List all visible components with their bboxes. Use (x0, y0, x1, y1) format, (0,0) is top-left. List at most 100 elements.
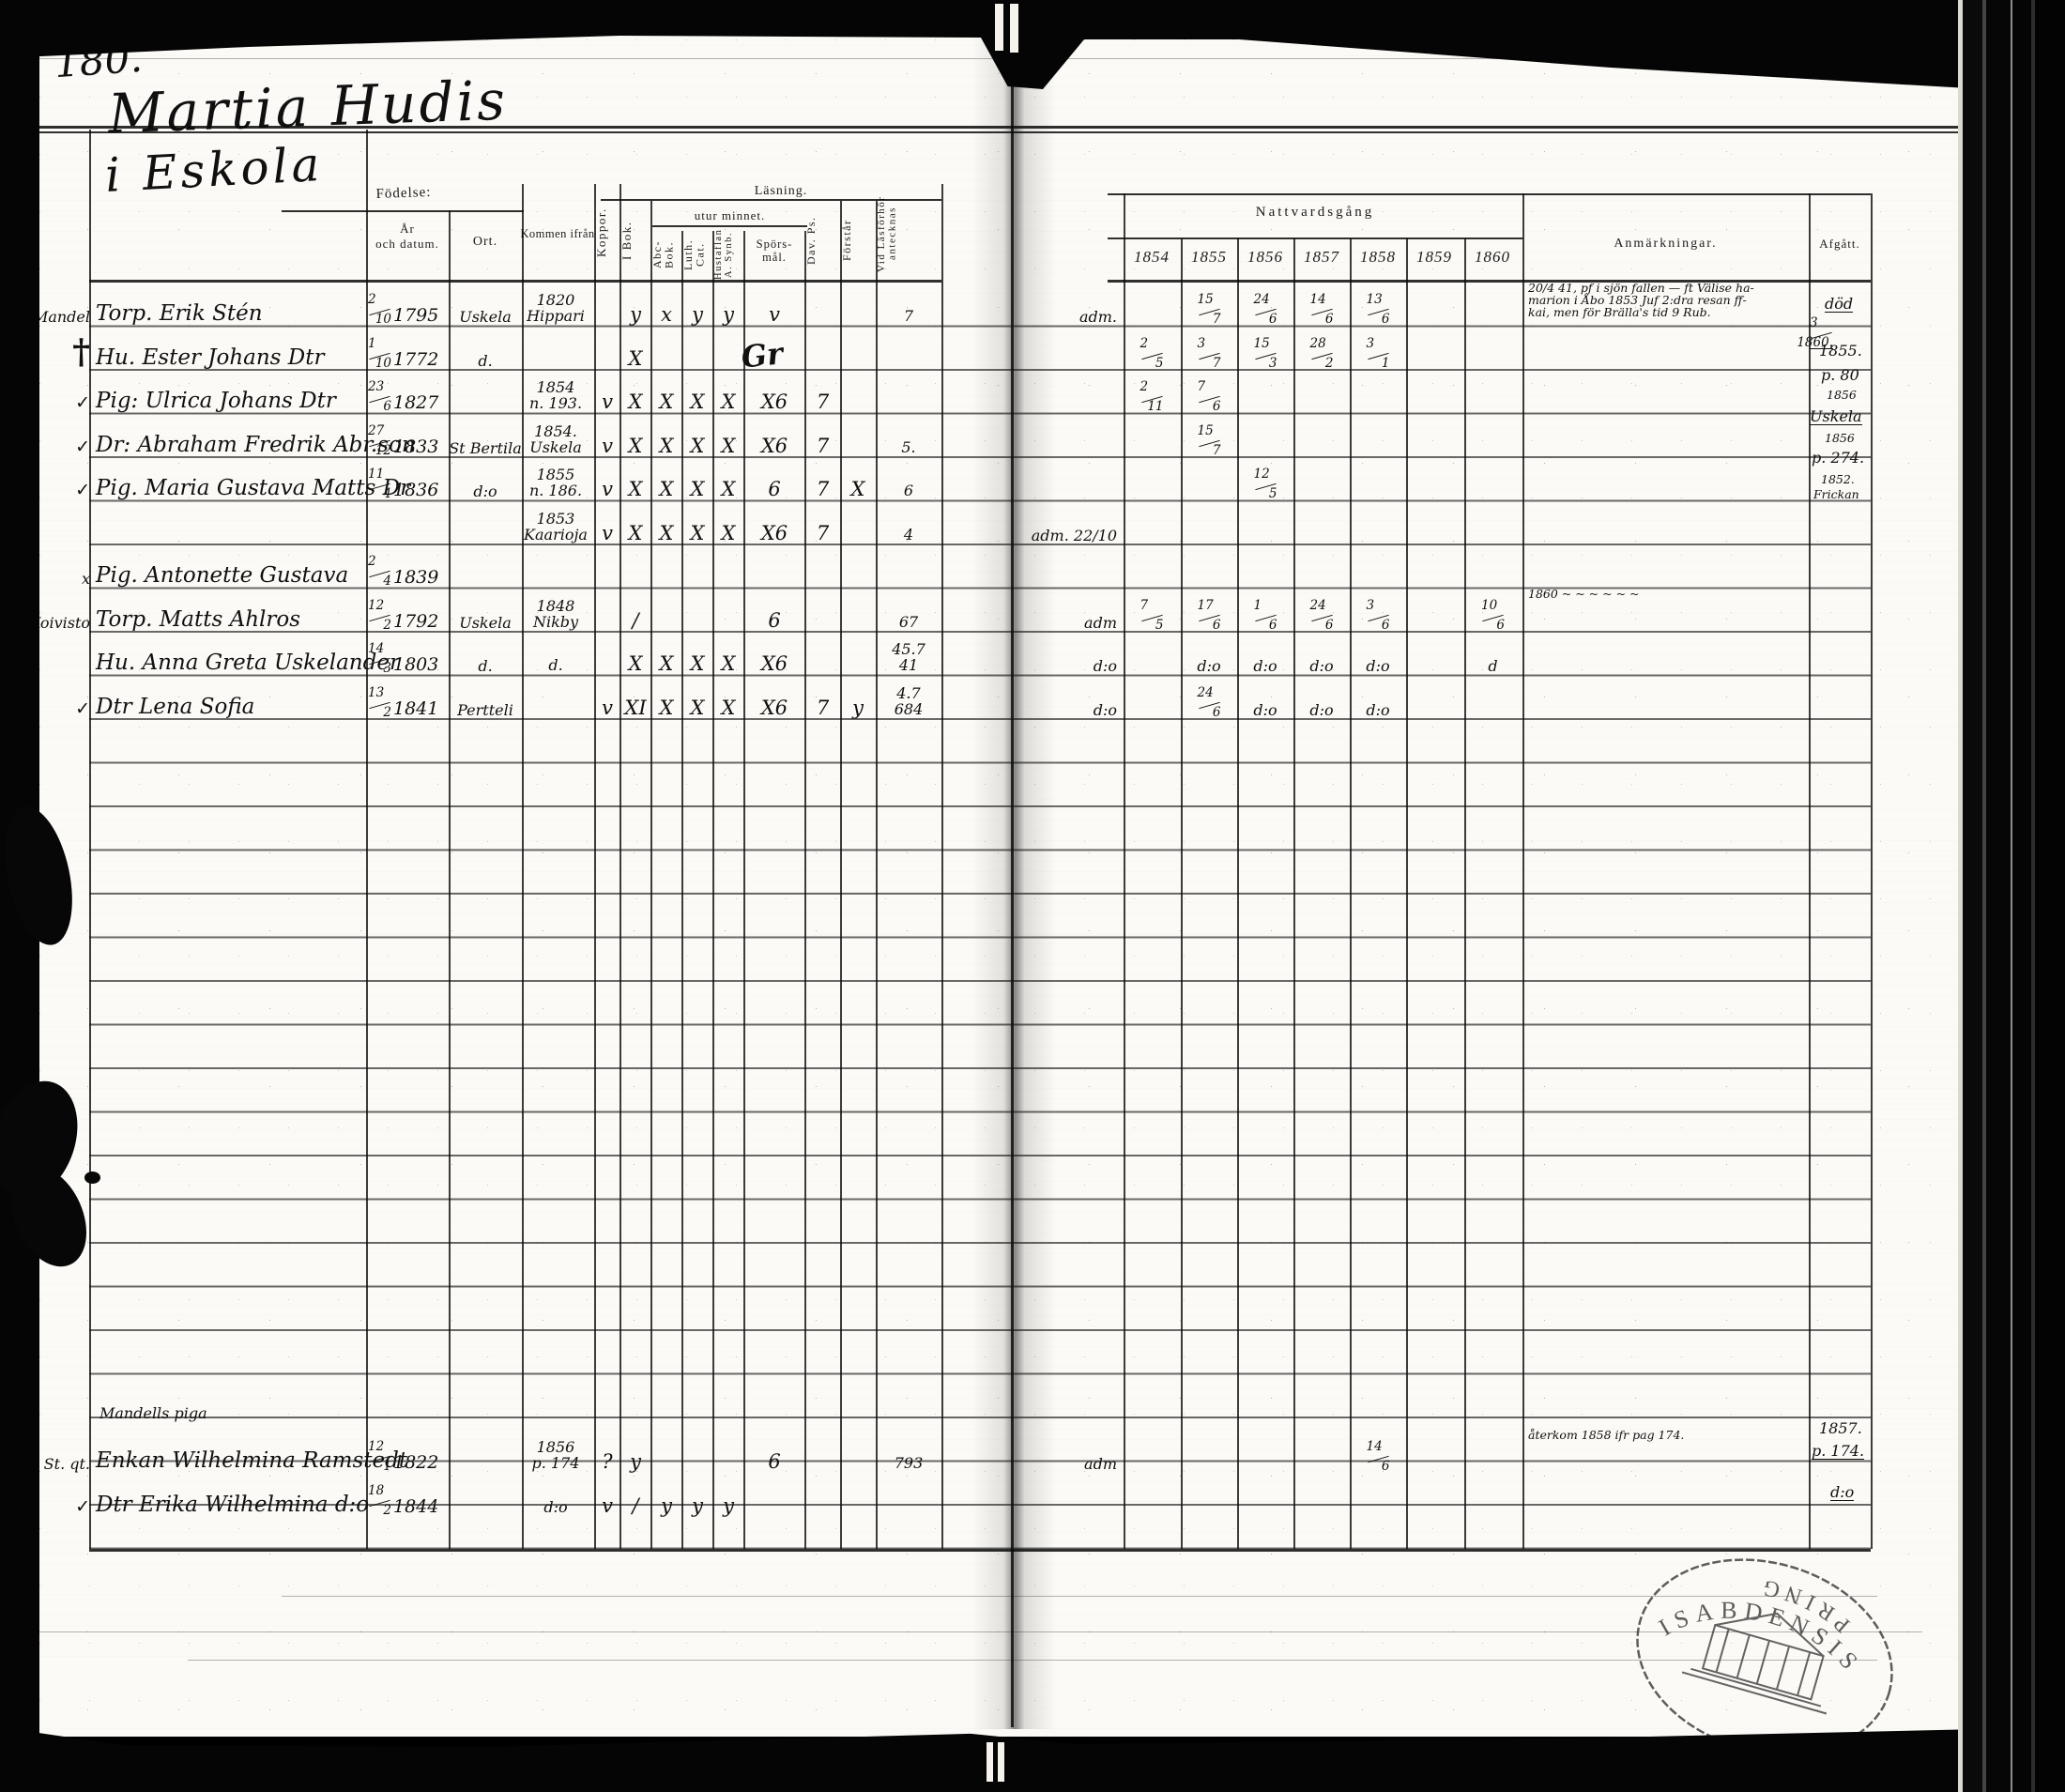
table-vline (89, 130, 91, 1549)
row-3-koppor: v (602, 435, 613, 457)
row-3-ort: St Bertila (449, 439, 522, 457)
row-9-1858: d:o (1366, 701, 1390, 719)
table-vline (620, 184, 621, 1549)
building-icon (1681, 1612, 1828, 1715)
table-vline (1809, 193, 1811, 1549)
row-10-birth: 12 1 1822 (368, 1439, 439, 1474)
header-abc-bok: Abc- Bok. (650, 240, 676, 268)
row-8-1857: d:o (1309, 657, 1334, 675)
table-hline (652, 225, 807, 227)
row-11-abc: y (661, 1494, 672, 1517)
table-vline (876, 201, 878, 1549)
row-5-abc: X (659, 522, 674, 544)
annotation-9: 1852. (1821, 472, 1855, 486)
annotation-13: d:o (1830, 1483, 1855, 1501)
row-8-adm: d:o (1093, 657, 1117, 675)
row-10-kommen: 1856 p. 174 (531, 1438, 580, 1473)
row-3-hust: X (721, 435, 736, 457)
header-lasning: Läsning. (754, 184, 808, 198)
row-10-spors: 6 (768, 1450, 781, 1473)
row-11-luth: y (692, 1494, 703, 1517)
row-8-1855: d:o (1197, 657, 1221, 675)
annotation-3: 1855. (1819, 342, 1862, 360)
row-2-dav: 7 (816, 391, 830, 413)
row-4-forstar: X (850, 478, 865, 500)
table-hline (188, 1660, 1877, 1661)
row-7-name: Torp. Matts Ahlros (96, 607, 301, 632)
binding-slit-bottom-1 (987, 1742, 993, 1782)
row-7-1857: 24 6 (1309, 598, 1334, 633)
table-hline (36, 1631, 1922, 1632)
book-gutter-fold-line (1011, 38, 1014, 1727)
row-2-kommen: 1854 n. 193. (528, 378, 583, 413)
table-vline (941, 184, 943, 1549)
year-header-1860: 1860 (1475, 248, 1510, 266)
row-0-margin: Mandel (32, 308, 90, 326)
header-utur-minnet: utur minnet. (694, 208, 766, 222)
header-ort: Ort. (472, 235, 498, 249)
row-9-forhor: 4.7 684 (894, 684, 924, 719)
table-vline (1237, 238, 1239, 1549)
table-hline (89, 1549, 1871, 1552)
row-8-1858: d:o (1366, 657, 1390, 675)
table-vline (650, 201, 652, 1549)
row-1-spors: Gr (739, 335, 785, 375)
row-7-adm: adm (1084, 614, 1117, 632)
table-vline (1181, 238, 1183, 1549)
row-4-ort: d:o (473, 482, 497, 500)
row-3-abc: X (659, 435, 674, 457)
year-header-1856: 1856 (1247, 248, 1283, 266)
row-4-abc: X (659, 478, 674, 500)
row-8-forhor: 45.7 41 (892, 640, 925, 675)
row-11-birth: 18 2 1844 (368, 1483, 439, 1518)
row-3-margin: ✓ (75, 437, 90, 457)
row-10-adm: adm (1084, 1455, 1117, 1473)
row-8-ort: d. (478, 657, 493, 675)
header-afgatt: Afgått. (1819, 237, 1860, 251)
row-4-forhor: 6 (903, 482, 914, 500)
archive-stamp: ISABDENSIS PRING (1636, 1558, 1893, 1755)
table-hline (89, 280, 941, 283)
row-9-koppor: v (602, 697, 613, 719)
row-0-birth: 2 10 1795 (368, 292, 439, 327)
header-ar-datum: År och datum. (375, 222, 439, 251)
row-8-hust: X (721, 652, 736, 675)
row-8-kommen: d. (548, 656, 563, 675)
row-10-margin: St. qt. (43, 1455, 90, 1473)
row-0-abc: x (661, 303, 672, 326)
row-5-kommen: 1853 Kaarioja (524, 510, 588, 544)
header-hustaflan: Hustaflan A. Synb. (713, 228, 735, 280)
ink-blob-small (84, 1172, 100, 1184)
row-6-name: Pig. Antonette Gustava (96, 563, 349, 588)
table-vline (743, 231, 745, 1549)
row-6-margin: x (81, 570, 90, 588)
row-3-dav: 7 (816, 435, 830, 457)
row-11-ibok: / (632, 1494, 639, 1517)
row-3-spors: X6 (760, 435, 788, 457)
row-5-spors: X6 (760, 522, 788, 544)
row-0-1858: 13 6 (1366, 292, 1390, 327)
row-10-1858: 14 6 (1366, 1439, 1390, 1474)
row-2-name: Pig: Ulrica Johans Dtr (96, 389, 336, 413)
row-7-1860: 10 6 (1481, 598, 1505, 633)
row-3-kommen: 1854. Uskela (529, 422, 582, 457)
row-1-1856: 15 3 (1253, 336, 1277, 371)
table-vline (681, 231, 683, 1549)
row-5-dav: 7 (816, 522, 830, 544)
row-0-name: Torp. Erik Stén (96, 301, 263, 326)
row-8-luth: X (690, 652, 705, 675)
year-header-1858: 1858 (1360, 248, 1396, 266)
row-8-birth: 14 3 1803 (368, 641, 439, 676)
header-luth-cat: Luth. Cat. (681, 238, 707, 270)
table-hline (282, 1596, 1877, 1597)
table-vline (1293, 238, 1295, 1549)
table-hline (1108, 280, 1871, 283)
table-vline (1464, 238, 1466, 1549)
row-10-koppor: ? (602, 1450, 613, 1473)
row-7-1855: 17 6 (1197, 598, 1221, 633)
row-7-forhor: 67 (898, 613, 919, 632)
row-1-1857: 28 2 (1309, 336, 1334, 371)
annotation-4: p. 80 (1821, 366, 1859, 384)
table-vline (1350, 238, 1352, 1549)
